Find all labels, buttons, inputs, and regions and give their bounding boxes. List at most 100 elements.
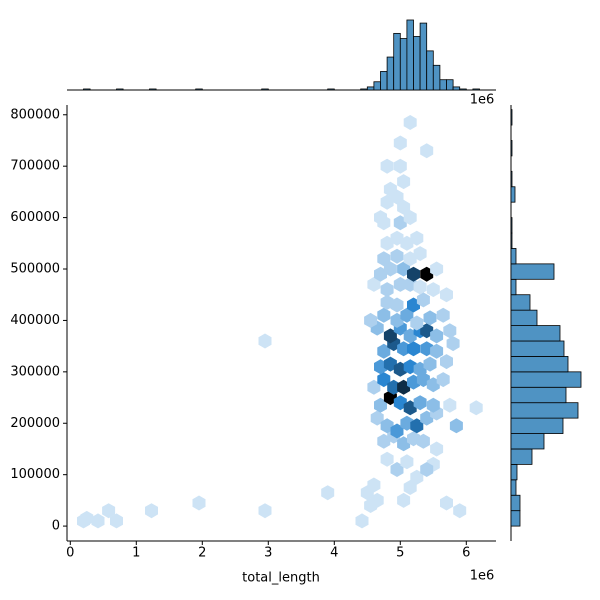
hexbin [443,323,457,339]
hexbin [416,433,430,449]
x-hist-bar [83,88,91,91]
hexbin [410,418,424,434]
x-hist-bar [432,64,441,91]
y-hist-bar [510,433,545,450]
y-tick-label: 400000 [10,313,60,328]
hexbin [430,261,444,277]
hexbin [393,158,407,174]
y-hist-bar [510,294,531,311]
y-hist-bar [510,232,513,249]
hexbin [397,174,411,190]
hexbin [436,307,450,323]
x-hist-bar [380,71,388,91]
hexbin [364,312,378,328]
y-hist-bar [510,170,513,188]
y-hist-bar [510,109,513,126]
hexbin [403,400,417,416]
hexbin [440,287,453,303]
hexbin [390,462,404,477]
y-tick-label: 200000 [10,416,60,431]
y-hist-bar [510,217,513,234]
x-tick-label: 1 [132,546,140,561]
hexbin [410,469,424,485]
hexbin [374,397,387,413]
hexbin [383,356,397,372]
hexbin [102,503,116,519]
y-tick-label: 600000 [10,210,60,225]
y-hist-bar [510,402,579,419]
hexbin [397,379,411,395]
hexbin [380,294,394,310]
hexbin [420,323,434,339]
hexbin [377,251,391,267]
x-tick-label: 0 [66,546,74,561]
hexbin [403,359,417,375]
y-hist-bar [510,278,517,296]
hexbin [403,251,417,267]
y-hist-bar [510,448,533,465]
hexbin [407,297,420,313]
hexbin [258,333,272,349]
hexbin [403,480,417,495]
hexbin [397,261,411,277]
y-tick-label: 0 [52,519,60,534]
y-hist-bar [510,248,517,265]
x-tick-label: 5 [396,546,404,561]
hexbin [380,194,394,210]
x-hist-bar [446,79,454,91]
hexbin [377,372,391,388]
x-hist-bar [459,88,467,91]
hexbin [423,310,437,326]
hexbin [430,328,444,344]
hexbin [407,266,420,282]
x-hist-bar [386,56,395,91]
hexbin [397,341,411,357]
hexbin [413,395,427,411]
hexbin [420,341,434,357]
y-hist-bar [510,309,538,326]
x-hist-bar [327,88,335,91]
x-hist-bar [366,86,375,91]
hexbin [91,513,105,529]
hexbin [393,361,407,377]
hexbin [410,315,424,331]
hexbin [380,282,394,298]
hexbin [110,513,123,529]
y-hist-bar [510,140,513,157]
x-axis-label: total_length [242,571,320,586]
hexbin [400,235,414,251]
y-tick-label: 700000 [10,159,60,174]
hexbin [258,503,272,519]
y-tick-label: 300000 [10,364,60,379]
hexbin [380,158,394,174]
hexbin [443,397,457,413]
x-hist-bar [360,88,368,91]
hexbin [426,282,440,298]
hexbin [446,336,460,352]
y-hist-bar [510,386,567,404]
y-hist-bar [510,325,561,342]
hexbin [403,115,417,130]
hexbin [367,379,381,395]
hexbin [420,410,434,426]
hexbin [192,495,206,511]
hexbin [390,248,404,264]
hexbin [436,372,450,388]
hexbin [400,454,414,470]
hexbin [420,143,434,159]
hexbin [469,400,483,416]
y-hist-bar [510,263,555,280]
hexbin [364,498,378,513]
hexbin [423,356,437,372]
hexbin [370,410,384,426]
hexbin [397,436,411,452]
y-hist-bar [510,186,516,203]
x-hist-bar [261,88,269,91]
hexbin [393,276,407,292]
y-hist-bar [510,340,565,357]
hexbin [355,513,369,529]
x-hist-bar [426,50,434,91]
x-hist-bar [472,88,480,91]
hexbin [393,135,407,151]
x-hist-bar [116,88,124,91]
